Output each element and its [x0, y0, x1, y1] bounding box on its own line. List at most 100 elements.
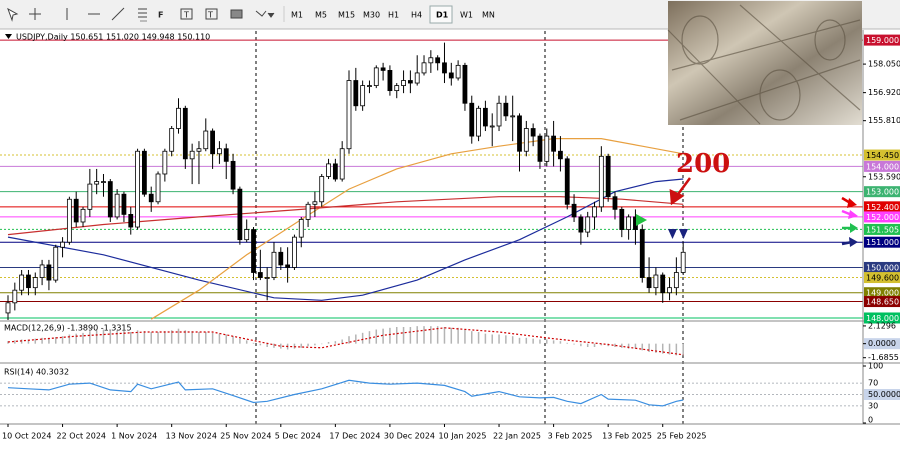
- timeframe-button[interactable]: M30: [363, 11, 380, 20]
- y-tick-label: -1.6855: [868, 353, 899, 362]
- macd-bar: [82, 332, 84, 344]
- x-tick-label: 22 Oct 2024: [57, 432, 106, 441]
- candle-body: [626, 216, 632, 230]
- macd-bar: [245, 340, 248, 344]
- macd-bar: [102, 329, 105, 344]
- macd-bar: [416, 326, 418, 344]
- candle-body: [482, 107, 488, 127]
- macd-bar: [471, 331, 473, 344]
- macd-bar: [573, 343, 575, 345]
- macd-bar: [218, 333, 221, 344]
- level-label-box: [864, 149, 900, 161]
- candle-body: [292, 236, 297, 268]
- candle-body: [673, 272, 679, 289]
- candle-body: [237, 188, 243, 241]
- toolbar-icons[interactable]: F T T: [7, 6, 285, 22]
- macd-bar: [232, 336, 234, 344]
- macd-bar: [430, 326, 432, 344]
- macd-bar: [150, 332, 152, 344]
- candle-body: [510, 115, 516, 118]
- macd-bar: [457, 327, 459, 344]
- candle-body: [462, 64, 468, 104]
- candle-body: [523, 128, 529, 152]
- x-tick-label: 25 Feb 2025: [657, 432, 707, 441]
- macd-bar: [123, 331, 125, 344]
- x-tick-label: 10 Oct 2024: [2, 432, 51, 441]
- level-label: 148.000: [866, 314, 899, 323]
- svg-text:T: T: [183, 11, 189, 20]
- candle-body: [353, 80, 359, 107]
- macd-bar: [177, 328, 180, 344]
- macd-bar: [130, 332, 132, 344]
- macd-bar: [627, 343, 630, 349]
- candle-body: [155, 173, 161, 203]
- macd-bar: [484, 333, 487, 344]
- level-label: 152.400: [866, 203, 899, 212]
- level-label: 151.505: [866, 225, 899, 234]
- candle-body: [26, 274, 31, 289]
- candle-body: [442, 62, 447, 74]
- macd-bar: [116, 330, 118, 344]
- level-label-box: [864, 186, 900, 198]
- candle-body: [448, 72, 454, 79]
- candle-body: [360, 85, 366, 107]
- timeframe-button[interactable]: M15: [338, 11, 355, 20]
- timeframe-button[interactable]: D1: [436, 11, 449, 20]
- plot: [0, 39, 863, 407]
- candle-body: [278, 251, 284, 266]
- timeframe-button[interactable]: M1: [291, 11, 303, 20]
- timeframe-button[interactable]: W1: [460, 11, 473, 20]
- macd-bar: [341, 339, 343, 344]
- y-tick-label: 0: [868, 416, 873, 425]
- macd-bar: [532, 338, 534, 344]
- candle-body: [503, 102, 509, 117]
- timeframe-button[interactable]: H4: [411, 11, 422, 20]
- candle-body: [66, 198, 72, 243]
- macd-bar: [648, 343, 650, 352]
- macd-bar: [600, 343, 603, 346]
- candle-body: [401, 80, 406, 86]
- timeframe-button[interactable]: H1: [388, 11, 399, 20]
- candle-body: [101, 181, 106, 183]
- timeframe-button[interactable]: MN: [482, 11, 495, 20]
- level-label: 159.000: [866, 36, 899, 45]
- price-panel: [0, 39, 863, 320]
- macd-bar: [498, 334, 500, 344]
- candle-body: [346, 80, 352, 150]
- title-icon: [5, 34, 12, 39]
- macd-bar: [389, 327, 391, 344]
- moving-average: [150, 138, 684, 320]
- candle-body: [257, 272, 263, 278]
- level-label: 150.000: [866, 263, 899, 272]
- candle-body: [414, 72, 420, 84]
- candle-body: [653, 274, 659, 289]
- timeframe-button[interactable]: M5: [315, 11, 327, 20]
- rsi-panel: [0, 379, 863, 407]
- level-label: 151.000: [866, 238, 899, 247]
- y-tick-label: 50.0000: [868, 390, 900, 399]
- candle-body: [121, 193, 127, 215]
- candle-body: [660, 274, 666, 294]
- candle-body: [667, 287, 672, 294]
- candle-body: [394, 85, 400, 92]
- candle-body: [598, 155, 604, 208]
- macd-bar: [450, 327, 453, 344]
- candle-body: [244, 229, 250, 241]
- candle-body: [169, 128, 175, 152]
- candle-body: [203, 130, 209, 150]
- candle-body: [373, 67, 379, 86]
- candle-body: [612, 196, 618, 210]
- candle-body: [53, 246, 59, 281]
- macd-bar: [477, 332, 480, 344]
- candle-body: [367, 85, 372, 87]
- candle-body: [32, 277, 38, 289]
- level-label: 149.600: [866, 274, 899, 283]
- candle-body: [135, 150, 140, 228]
- candle-body: [87, 183, 93, 210]
- candle-body: [182, 107, 188, 160]
- x-tick-label: 25 Nov 2024: [220, 432, 271, 441]
- macd-panel: [7, 326, 684, 356]
- candle-body: [326, 163, 331, 177]
- level-label-box: [864, 312, 900, 324]
